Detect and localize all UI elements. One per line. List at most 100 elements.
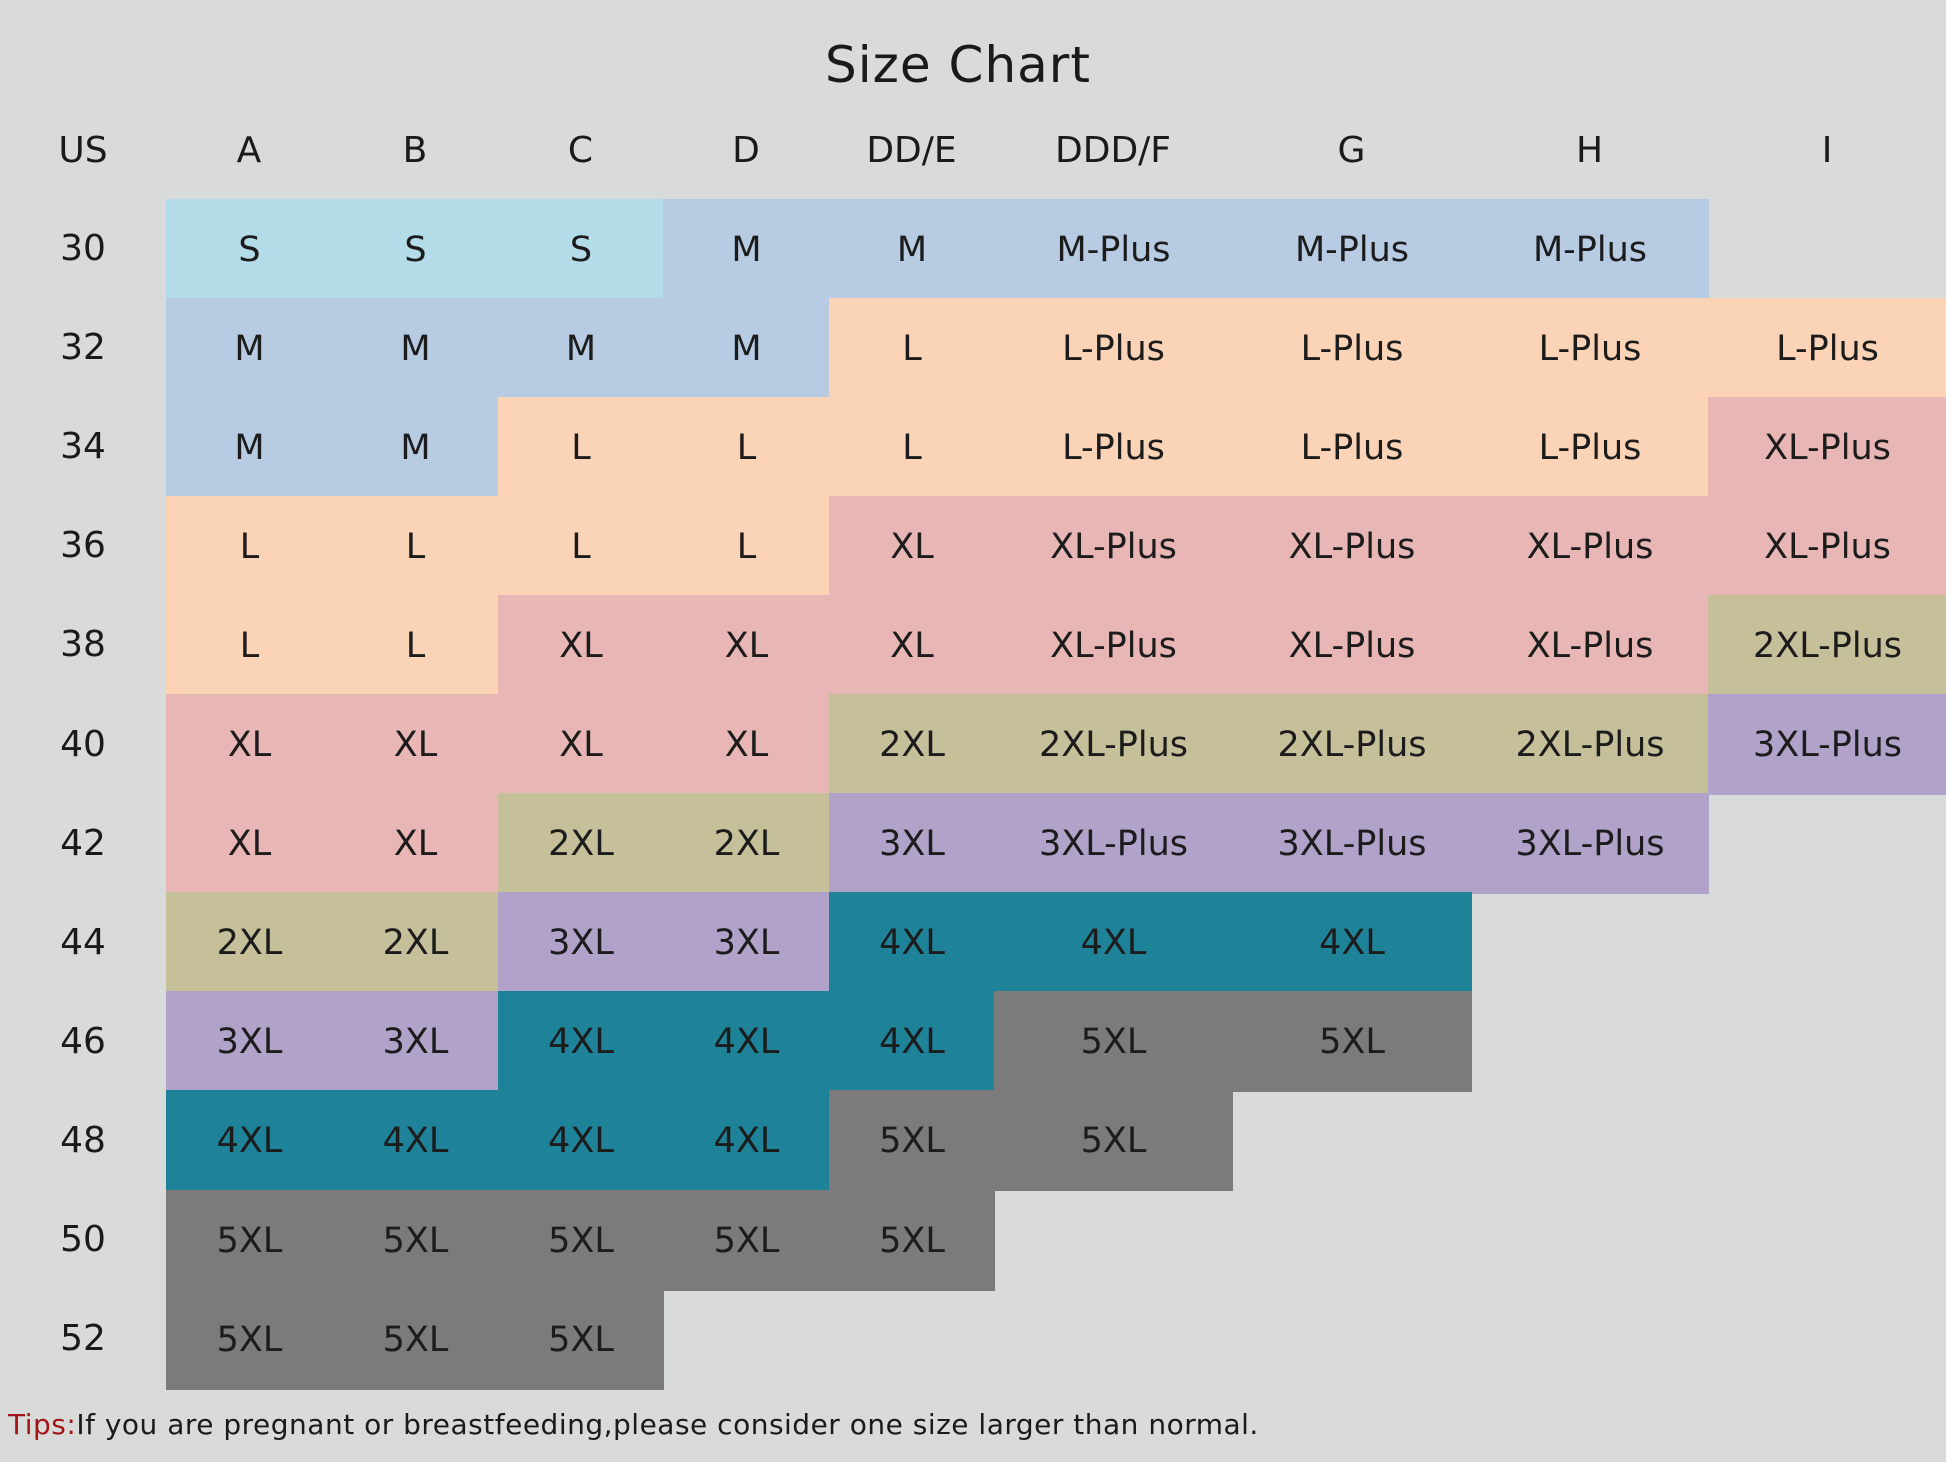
size-cell: XL <box>166 793 333 894</box>
size-cell: 2XL-Plus <box>1471 694 1709 795</box>
size-cell: 2XL <box>166 892 333 993</box>
size-cell: L-Plus <box>1471 298 1709 399</box>
size-cell: 3XL-Plus <box>994 793 1233 894</box>
size-cell: M-Plus <box>1471 199 1709 300</box>
size-cell: L-Plus <box>1708 298 1946 399</box>
size-cell: S <box>332 199 499 300</box>
size-cell: 5XL <box>1232 991 1472 1092</box>
size-cell: 2XL <box>829 694 995 795</box>
band-size-label: 38 <box>60 624 106 666</box>
band-size-label: 30 <box>60 228 106 269</box>
band-size-label: 34 <box>60 426 106 468</box>
column-header: US <box>58 130 108 171</box>
size-cell: M <box>166 397 333 498</box>
size-cell: L <box>166 496 333 597</box>
size-cell: 4XL <box>829 892 995 993</box>
size-cell: XL <box>829 496 995 597</box>
size-cell: 2XL <box>332 892 499 993</box>
size-cell: 5XL <box>663 1190 830 1291</box>
size-cell: 5XL <box>332 1289 499 1390</box>
column-header: D <box>732 130 760 171</box>
size-cell: XL <box>332 793 499 894</box>
size-cell: L <box>166 595 333 696</box>
size-cell: 5XL <box>829 1090 995 1191</box>
size-cell: 5XL <box>166 1289 333 1390</box>
band-size-label: 42 <box>60 822 106 864</box>
size-cell: 3XL-Plus <box>1232 793 1472 894</box>
size-cell: XL <box>663 595 830 696</box>
band-size-label: 32 <box>60 327 106 369</box>
size-cell: M <box>166 298 333 399</box>
column-header: A <box>236 130 262 171</box>
band-size-label: 48 <box>60 1119 106 1161</box>
size-cell: 3XL <box>829 793 995 894</box>
size-cell: L-Plus <box>1232 397 1472 498</box>
size-cell: L <box>332 496 499 597</box>
size-cell: 2XL <box>498 793 664 894</box>
size-cell: XL-Plus <box>1232 595 1472 696</box>
size-cell: 4XL <box>663 1090 830 1191</box>
column-header: DD/E <box>866 130 957 171</box>
band-size-label: 52 <box>60 1318 106 1360</box>
size-cell: 4XL <box>829 991 995 1092</box>
size-cell: M <box>663 298 830 399</box>
size-cell: XL-Plus <box>1708 496 1946 597</box>
size-cell: XL-Plus <box>994 595 1233 696</box>
size-cell: 4XL <box>994 892 1233 993</box>
band-size-label: 36 <box>60 525 106 567</box>
size-cell: L <box>498 496 664 597</box>
band-size-label: 50 <box>60 1219 106 1260</box>
size-cell: 3XL <box>166 991 333 1092</box>
band-size-label: 44 <box>60 921 106 963</box>
band-size-label: 40 <box>60 723 106 765</box>
page-title: Size Chart <box>825 36 1091 94</box>
size-cell: 5XL <box>994 991 1233 1092</box>
size-cell: 5XL <box>332 1190 499 1291</box>
size-cell: 3XL <box>498 892 664 993</box>
size-cell: L <box>332 595 499 696</box>
size-cell: M <box>663 199 830 300</box>
size-cell: L <box>663 496 830 597</box>
size-cell: XL <box>829 595 995 696</box>
size-cell: 5XL <box>994 1090 1233 1191</box>
size-cell: L <box>829 397 995 498</box>
size-cell: L <box>829 298 995 399</box>
size-cell: 4XL <box>663 991 830 1092</box>
size-cell: S <box>498 199 664 300</box>
size-cell: 2XL-Plus <box>1232 694 1472 795</box>
size-cell: M <box>332 298 499 399</box>
column-header: I <box>1821 130 1833 171</box>
size-cell: XL <box>663 694 830 795</box>
size-cell: 2XL <box>663 793 830 894</box>
size-cell: 4XL <box>498 1090 664 1191</box>
size-cell: L-Plus <box>994 397 1233 498</box>
size-cell: 3XL <box>332 991 499 1092</box>
size-cell: XL-Plus <box>1708 397 1946 498</box>
column-header: B <box>402 130 428 171</box>
column-header: H <box>1575 130 1604 171</box>
size-cell: 2XL-Plus <box>1708 595 1946 696</box>
tips-note: Tips:If you are pregnant or breastfeedin… <box>8 1408 1259 1441</box>
size-cell: XL-Plus <box>1471 595 1709 696</box>
size-cell: XL <box>166 694 333 795</box>
size-cell: XL <box>498 595 664 696</box>
size-cell: M-Plus <box>1232 199 1472 300</box>
size-cell: 3XL <box>663 892 830 993</box>
size-cell: XL <box>332 694 499 795</box>
size-cell: XL-Plus <box>1232 496 1472 597</box>
size-cell: XL-Plus <box>994 496 1233 597</box>
size-cell: L-Plus <box>994 298 1233 399</box>
size-cell: S <box>166 199 333 300</box>
size-cell: 4XL <box>498 991 664 1092</box>
size-cell: M <box>829 199 995 300</box>
size-cell: 3XL-Plus <box>1471 793 1709 894</box>
size-cell: L-Plus <box>1232 298 1472 399</box>
size-cell: 4XL <box>166 1090 333 1191</box>
size-cell: 2XL-Plus <box>994 694 1233 795</box>
tips-label: Tips: <box>8 1408 77 1441</box>
size-cell: L-Plus <box>1471 397 1709 498</box>
size-cell: XL-Plus <box>1471 496 1709 597</box>
size-cell: M <box>332 397 499 498</box>
size-cell: 3XL-Plus <box>1708 694 1946 795</box>
size-cell: 5XL <box>166 1190 333 1291</box>
